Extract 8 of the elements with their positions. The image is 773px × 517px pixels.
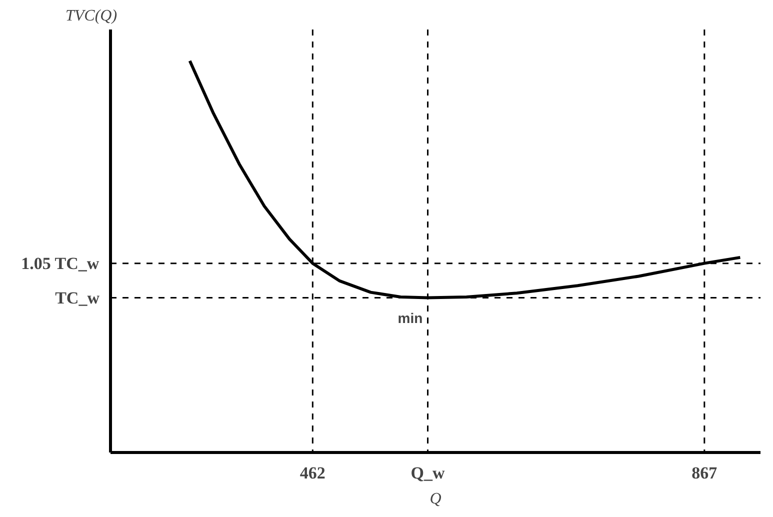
ref-line-label: 1.05 TC_w: [21, 254, 100, 273]
annotation: min: [398, 310, 423, 326]
x-axis-title: Q: [430, 490, 442, 508]
y-axis-title: TVC(Q): [66, 8, 118, 24]
x-tick-label: Q_w: [410, 464, 446, 482]
ref-line-label: TC_w: [55, 288, 100, 308]
x-tick-label: 462: [300, 464, 326, 482]
x-tick-label: 867: [692, 464, 718, 482]
